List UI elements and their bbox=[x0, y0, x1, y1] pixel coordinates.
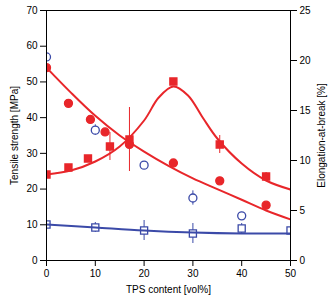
svg-text:30: 30 bbox=[187, 268, 199, 279]
svg-text:20: 20 bbox=[26, 183, 38, 194]
svg-text:30: 30 bbox=[26, 148, 38, 159]
svg-text:20: 20 bbox=[300, 55, 312, 66]
svg-text:Tensile strength [MPa]: Tensile strength [MPa] bbox=[9, 86, 20, 185]
svg-text:50: 50 bbox=[285, 268, 297, 279]
svg-text:10: 10 bbox=[26, 219, 38, 230]
svg-text:40: 40 bbox=[236, 268, 248, 279]
svg-text:10: 10 bbox=[90, 268, 102, 279]
svg-text:25: 25 bbox=[300, 5, 312, 16]
svg-text:40: 40 bbox=[26, 112, 38, 123]
svg-text:5: 5 bbox=[300, 205, 306, 216]
svg-text:0: 0 bbox=[300, 255, 306, 266]
svg-text:15: 15 bbox=[300, 105, 312, 116]
svg-text:50: 50 bbox=[26, 76, 38, 87]
svg-text:0: 0 bbox=[44, 268, 50, 279]
svg-text:0: 0 bbox=[32, 255, 38, 266]
svg-text:TPS content [vol%]: TPS content [vol%] bbox=[126, 284, 211, 295]
svg-text:20: 20 bbox=[139, 268, 151, 279]
svg-text:60: 60 bbox=[26, 40, 38, 51]
svg-text:10: 10 bbox=[300, 155, 312, 166]
svg-text:Elongation-at-break [%]: Elongation-at-break [%] bbox=[316, 83, 327, 188]
svg-text:70: 70 bbox=[26, 5, 38, 16]
